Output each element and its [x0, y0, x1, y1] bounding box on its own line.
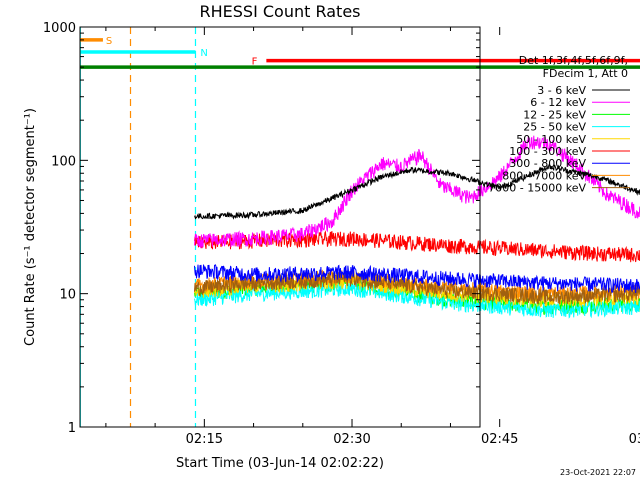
- timestamp-stamp: 23-Oct-2021 22:07: [560, 468, 636, 477]
- flag-label: N: [200, 48, 207, 59]
- x-tick-label: 03:00: [629, 432, 640, 447]
- y-axis-label: Count Rate (s⁻¹ detector segment⁻¹): [23, 108, 38, 346]
- legend-entry-label: 6 - 12 keV: [530, 96, 586, 109]
- legend-entry-label: 300 - 800 keV: [509, 157, 586, 170]
- legend-entry-label: 100 - 300 keV: [509, 145, 586, 158]
- y-tick-label: 10: [59, 288, 76, 303]
- x-axis-label: Start Time (03-Jun-14 02:02:22): [176, 456, 384, 471]
- legend: Det 1f,3f,4f,5f,6f,9f, FDecim 1, Att 0 3…: [488, 54, 630, 195]
- x-tick-label: 02:15: [186, 432, 223, 447]
- series-trace: [194, 163, 640, 220]
- series-trace: [194, 230, 640, 263]
- series-trace: [194, 280, 640, 319]
- plot-frame: [79, 26, 481, 428]
- legend-entry-label: 25 - 50 keV: [523, 121, 586, 134]
- flag-label: F: [252, 57, 258, 68]
- series-lines: [194, 135, 640, 319]
- legend-entry-label: 800 - 7000 keV: [502, 169, 586, 182]
- legend-entry-label: 50 - 100 keV: [516, 133, 586, 146]
- flag-label: S: [106, 36, 112, 47]
- legend-entry-label: 3 - 6 keV: [537, 84, 586, 97]
- series-trace: [194, 135, 640, 249]
- x-tick-label: 02:45: [481, 432, 518, 447]
- legend-header-line-1: Det 1f,3f,4f,5f,6f,9f,: [519, 54, 628, 67]
- legend-entry-label: 7000 - 15000 keV: [488, 182, 586, 195]
- x-tick-label: 02:30: [333, 432, 370, 447]
- series-trace: [194, 263, 640, 294]
- series-trace: [194, 271, 640, 305]
- y-tick-label: 100: [51, 154, 76, 169]
- y-tick-label: 1000: [43, 21, 76, 36]
- legend-entry-label: 12 - 25 keV: [523, 108, 586, 121]
- chart-title: RHESSI Count Rates: [200, 2, 361, 21]
- y-tick-label: 1: [68, 421, 76, 436]
- y-axis-ticks: 1 10 100 1000: [43, 21, 480, 436]
- legend-header-line-2: FDecim 1, Att 0: [543, 67, 628, 80]
